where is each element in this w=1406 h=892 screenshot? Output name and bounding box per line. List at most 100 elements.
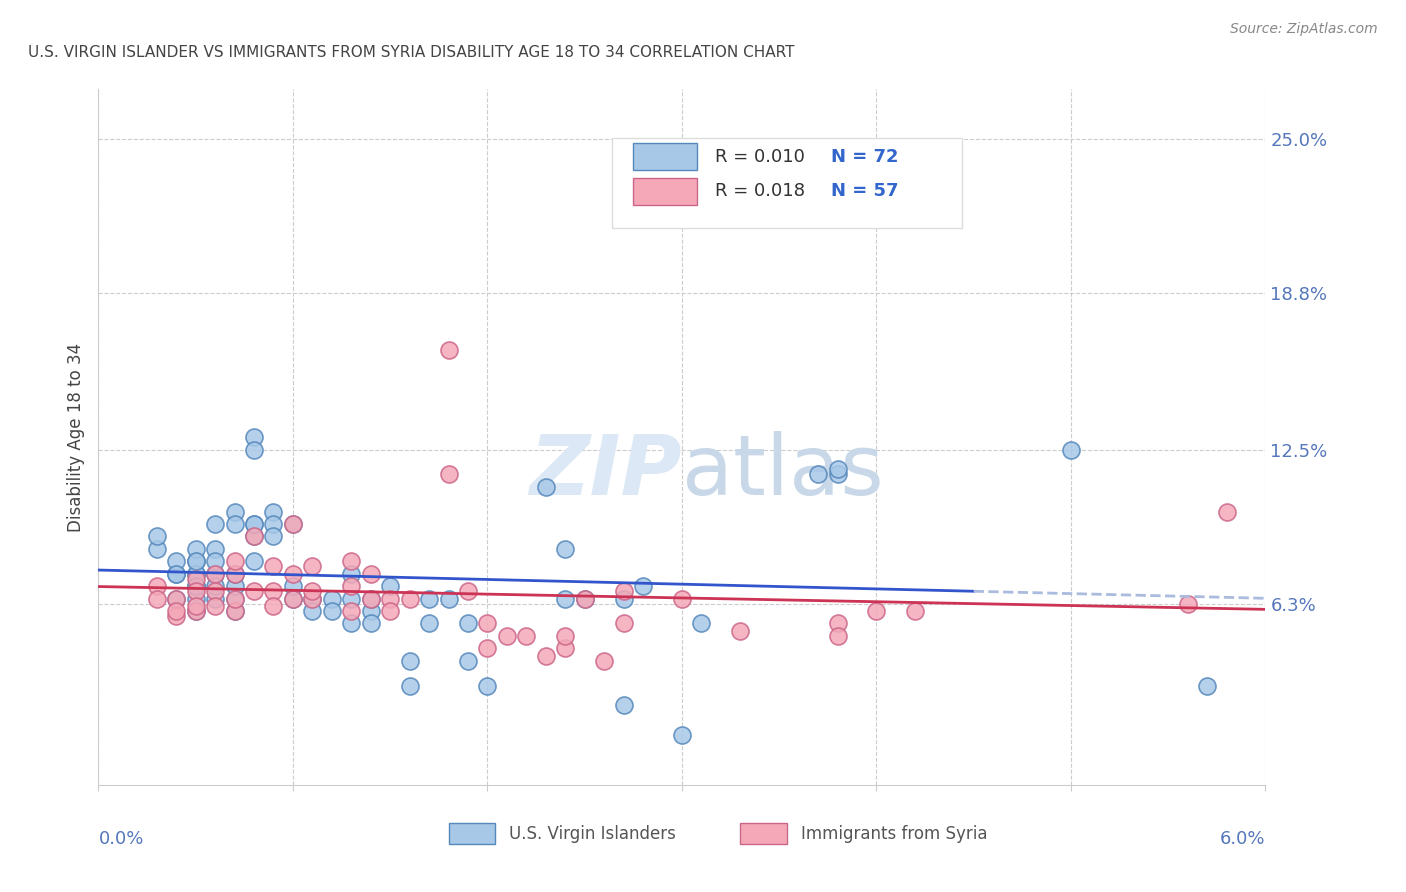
Point	[477, 641, 499, 656]
Point	[224, 566, 246, 581]
Point	[204, 566, 226, 581]
Point	[301, 591, 323, 606]
Point	[184, 604, 207, 618]
Point	[613, 616, 636, 631]
Point	[224, 591, 246, 606]
Text: 6.0%: 6.0%	[1220, 830, 1265, 848]
Point	[398, 654, 420, 668]
Point	[380, 591, 402, 606]
Text: N = 57: N = 57	[831, 183, 898, 201]
Point	[224, 604, 246, 618]
Point	[224, 505, 246, 519]
Point	[437, 591, 460, 606]
Point	[224, 554, 246, 568]
Point	[184, 566, 207, 581]
Point	[281, 566, 304, 581]
Point	[827, 616, 849, 631]
Point	[340, 616, 363, 631]
Point	[554, 629, 576, 643]
Point	[165, 604, 187, 618]
Point	[204, 599, 226, 613]
Point	[243, 529, 266, 543]
Point	[243, 529, 266, 543]
Point	[184, 579, 207, 593]
Point	[534, 480, 557, 494]
Point	[301, 584, 323, 599]
Text: atlas: atlas	[682, 432, 883, 512]
Point	[262, 584, 284, 599]
Point	[165, 566, 187, 581]
Text: Immigrants from Syria: Immigrants from Syria	[801, 825, 987, 843]
Point	[690, 616, 713, 631]
Point	[184, 604, 207, 618]
Point	[281, 591, 304, 606]
Point	[554, 641, 576, 656]
Point	[1215, 505, 1237, 519]
Point	[574, 591, 596, 606]
Point	[204, 554, 226, 568]
Point	[204, 591, 226, 606]
Point	[340, 566, 363, 581]
Point	[184, 566, 207, 581]
Point	[398, 591, 420, 606]
Point	[360, 566, 382, 581]
Point	[184, 541, 207, 556]
Point	[224, 566, 246, 581]
Text: N = 72: N = 72	[831, 148, 898, 166]
Point	[165, 566, 187, 581]
Point	[184, 591, 207, 606]
Point	[243, 584, 266, 599]
Point	[204, 541, 226, 556]
Bar	[633, 178, 697, 204]
Point	[515, 629, 537, 643]
Point	[321, 604, 343, 618]
Point	[457, 654, 479, 668]
Point	[281, 516, 304, 531]
Point	[262, 529, 284, 543]
Point	[554, 541, 576, 556]
Point	[243, 554, 266, 568]
Point	[380, 579, 402, 593]
Point	[418, 591, 440, 606]
Point	[262, 516, 284, 531]
Point	[671, 591, 693, 606]
Point	[1060, 442, 1083, 457]
Y-axis label: Disability Age 18 to 34: Disability Age 18 to 34	[66, 343, 84, 532]
Point	[904, 604, 927, 618]
Point	[184, 554, 207, 568]
Bar	[633, 144, 697, 169]
Point	[184, 579, 207, 593]
Point	[437, 467, 460, 482]
Text: R = 0.010: R = 0.010	[714, 148, 804, 166]
Point	[360, 591, 382, 606]
Point	[477, 616, 499, 631]
Text: R = 0.018: R = 0.018	[714, 183, 804, 201]
Point	[418, 616, 440, 631]
Point	[360, 604, 382, 618]
Point	[224, 579, 246, 593]
Point	[321, 591, 343, 606]
Point	[496, 629, 519, 643]
Point	[340, 591, 363, 606]
Point	[730, 624, 752, 638]
Point	[574, 591, 596, 606]
Bar	[741, 823, 787, 844]
Point	[1197, 679, 1219, 693]
Point	[631, 579, 654, 593]
Point	[262, 505, 284, 519]
Point	[437, 343, 460, 357]
Point	[865, 604, 887, 618]
Text: U.S. Virgin Islanders: U.S. Virgin Islanders	[509, 825, 676, 843]
Point	[554, 591, 576, 606]
Point	[457, 616, 479, 631]
Point	[593, 654, 616, 668]
Point	[827, 462, 849, 476]
Point	[224, 516, 246, 531]
Point	[1177, 597, 1199, 611]
Point	[380, 604, 402, 618]
Point	[398, 679, 420, 693]
Point	[281, 579, 304, 593]
Point	[204, 516, 226, 531]
Point	[184, 584, 207, 599]
Point	[184, 572, 207, 586]
